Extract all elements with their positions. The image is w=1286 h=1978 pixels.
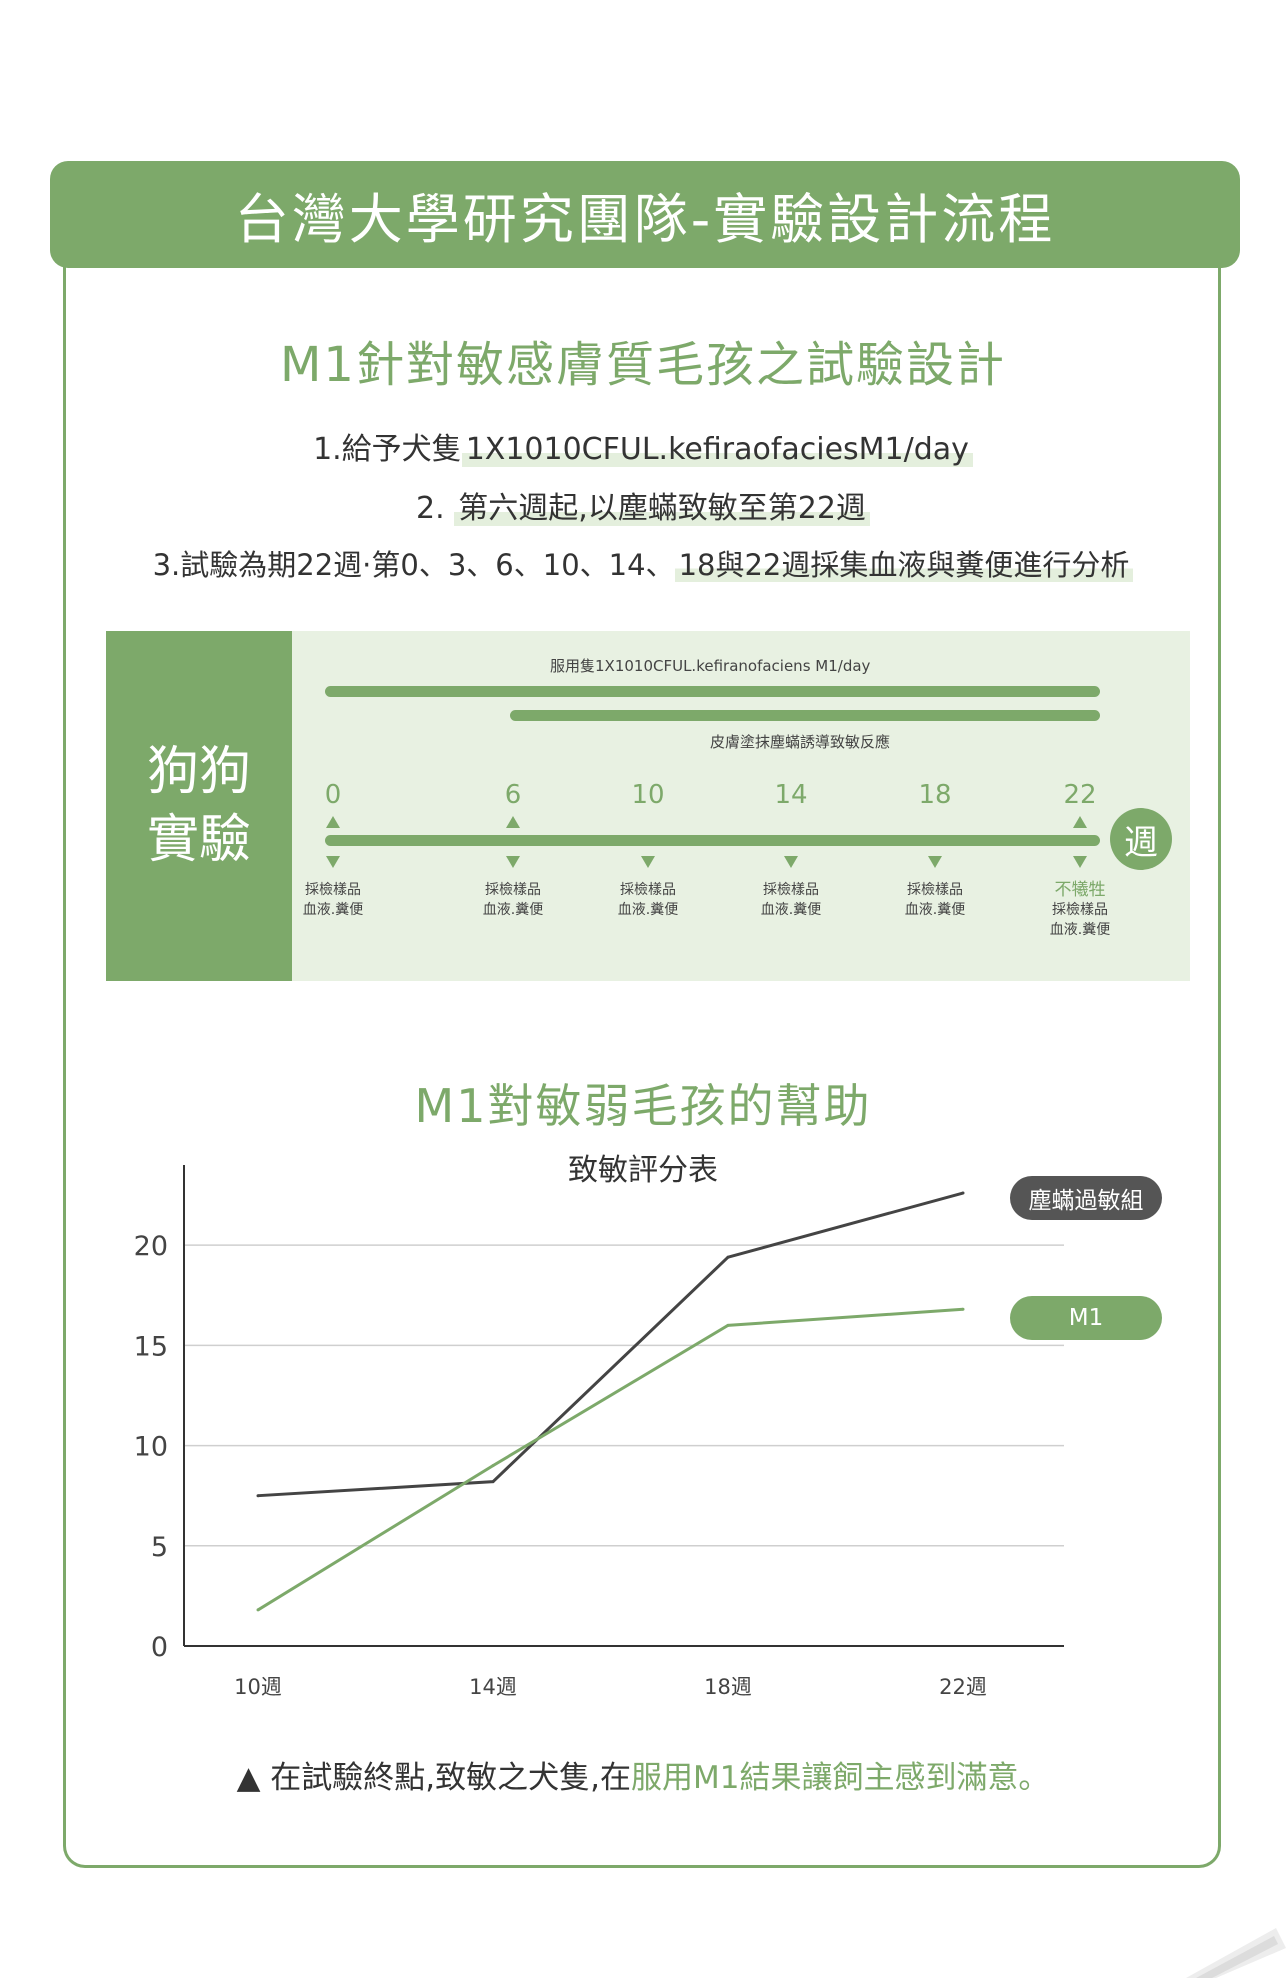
x-tick-label: 18週	[704, 1675, 752, 1699]
note-prefix: ▲ 在試驗終點,致敏之犬隻,在	[236, 1760, 631, 1796]
y-tick-label: 20	[134, 1231, 168, 1262]
week-0: 0	[324, 780, 342, 810]
sample-type: 採檢樣品	[1051, 902, 1108, 918]
data-point	[256, 1494, 260, 1498]
sample-type: 採檢樣品	[484, 882, 541, 898]
data-point	[961, 1307, 965, 1311]
data-point	[491, 1464, 495, 1468]
design-line-3: 3.試驗為期22週·第0、3、6、10、14、 18與22週採集血液與糞便進行分析	[0, 542, 1286, 584]
design-line-2: 2. 第六週起,以塵蟎致敏至第22週	[0, 483, 1286, 527]
section1-title: M1針對敏感膚質毛孩之試驗設計	[280, 337, 1006, 393]
experiment-label: 狗狗實驗	[106, 631, 292, 981]
week-22: 22	[1063, 780, 1097, 810]
sample-week-22: 不犧牲 採檢樣品 血液.糞便	[1050, 880, 1110, 940]
down-marker	[326, 856, 340, 868]
y-tick-label: 10	[134, 1432, 168, 1463]
data-point	[961, 1191, 965, 1195]
line3-prefix: 3.試驗為期22週·第0、3、6、10、14、	[152, 548, 675, 582]
data-point	[726, 1255, 730, 1259]
x-tick-label: 22週	[939, 1675, 987, 1699]
down-marker	[506, 856, 520, 868]
sample-type: 採檢樣品	[304, 882, 361, 898]
data-point	[256, 1608, 260, 1612]
legend-m1-label: M1	[1068, 1305, 1104, 1331]
sample-type: 採檢樣品	[906, 882, 963, 898]
section2-title: M1對敏弱毛孩的幫助	[414, 1079, 872, 1133]
data-point	[726, 1323, 730, 1327]
down-marker	[641, 856, 655, 868]
line2-highlight: 第六週起,以塵蟎致敏至第22週	[454, 491, 870, 526]
sample-note: 不犧牲	[1054, 880, 1106, 900]
x-tick-label: 14週	[469, 1675, 517, 1699]
series-line-allergy-group	[257, 1191, 964, 1498]
sensitize-bar	[510, 710, 1100, 721]
product-tube-icon	[1186, 1928, 1286, 1978]
line3-highlight: 18與22週採集血液與糞便進行分析	[674, 548, 1134, 582]
up-marker	[1073, 816, 1087, 828]
y-tick-label: 0	[151, 1632, 168, 1663]
result-note: ▲ 在試驗終點,致敏之犬隻,在服用M1結果讓飼主感到滿意。	[0, 1752, 1286, 1797]
down-marker	[928, 856, 942, 868]
week-10: 10	[631, 780, 665, 810]
down-marker	[784, 856, 798, 868]
week-14: 14	[774, 780, 808, 810]
sample-week-14: 採檢樣品 血液.糞便	[761, 880, 821, 920]
sample-material: 血液.糞便	[482, 902, 544, 918]
sensitize-label: 皮膚塗抹塵蟎誘導致敏反應	[710, 733, 891, 751]
dose-label: 服用隻1X1010CFUL.kefiranofaciens M1/day	[550, 657, 871, 675]
sample-week-0: 採檢樣品 血液.糞便	[303, 880, 363, 920]
up-marker	[326, 816, 340, 828]
sample-type: 採檢樣品	[619, 882, 676, 898]
series-line-m1	[257, 1307, 964, 1612]
banner-title: 台灣大學研究團隊-實驗設計流程	[234, 188, 1056, 251]
line2-prefix: 2.	[416, 491, 455, 526]
sample-week-10: 採檢樣品 血液.糞便	[618, 880, 678, 920]
down-marker	[1073, 856, 1087, 868]
line1-highlight: 1X1010CFUL.kefiraofaciesM1/day	[461, 432, 973, 467]
note-highlight: 服用M1結果讓飼主感到滿意。	[630, 1760, 1050, 1796]
week-18: 18	[918, 780, 952, 810]
week-axis-bar	[325, 835, 1100, 846]
up-marker	[506, 816, 520, 828]
dose-bar	[325, 686, 1100, 697]
line1-prefix: 1.給予犬隻	[313, 432, 462, 467]
chart-title: 致敏評分表	[568, 1153, 718, 1188]
experiment-label-text: 狗狗實驗	[146, 742, 251, 870]
sample-week-18: 採檢樣品 血液.糞便	[905, 880, 965, 920]
sample-material: 血液.糞便	[617, 902, 679, 918]
week-badge: 週	[1110, 808, 1172, 870]
sample-material: 血液.糞便	[904, 902, 966, 918]
sample-material: 血液.糞便	[302, 902, 364, 918]
week-6: 6	[504, 780, 522, 810]
sample-material: 血液.糞便	[760, 902, 822, 918]
sample-type: 採檢樣品	[762, 882, 819, 898]
sample-week-6: 採檢樣品 血液.糞便	[483, 880, 543, 920]
sample-material: 血液.糞便	[1049, 922, 1111, 938]
x-tick-label: 10週	[234, 1675, 282, 1699]
design-line-1: 1.給予犬隻 1X1010CFUL.kefiraofaciesM1/day	[0, 424, 1286, 468]
legend-allergy-label: 塵蟎過敏組	[1028, 1188, 1144, 1214]
page-banner: 台灣大學研究團隊-實驗設計流程	[50, 161, 1240, 268]
y-tick-label: 15	[134, 1331, 168, 1362]
y-tick-label: 5	[151, 1532, 168, 1563]
legend-allergy-group: 塵蟎過敏組	[1010, 1176, 1162, 1220]
content-card	[63, 228, 1221, 1868]
legend-m1: M1	[1010, 1296, 1162, 1340]
data-point	[491, 1480, 495, 1484]
